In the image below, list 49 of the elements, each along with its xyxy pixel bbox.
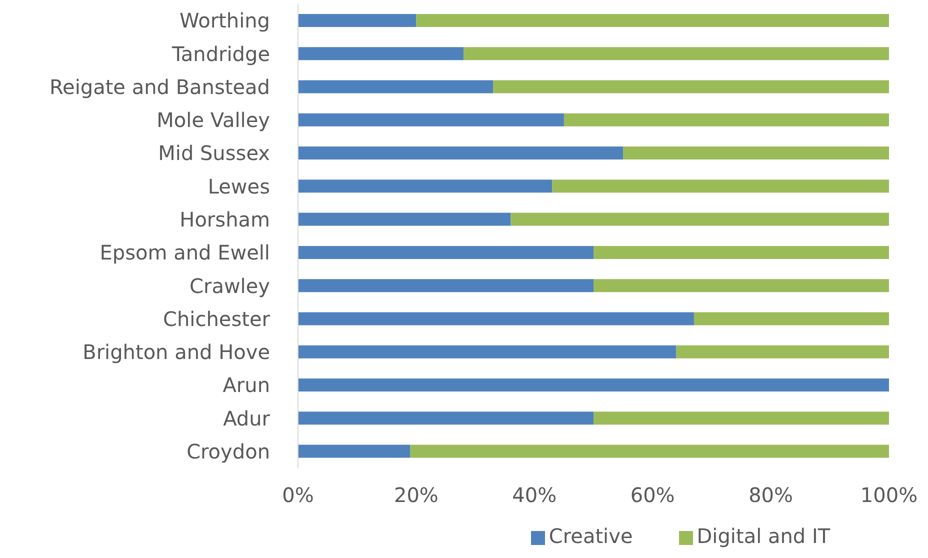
bar — [298, 444, 410, 458]
bar — [298, 146, 624, 160]
legend-label: Digital and IT — [696, 524, 830, 548]
bar — [298, 378, 889, 392]
y-tick-label: Brighton and Hove — [82, 340, 270, 364]
bar — [298, 279, 594, 292]
bar — [510, 212, 889, 226]
bar — [298, 312, 694, 326]
y-tick-label: Lewes — [208, 174, 270, 198]
bar — [410, 444, 889, 458]
x-tick-label: 100% — [860, 483, 918, 508]
bar — [564, 113, 889, 126]
bar — [298, 80, 494, 94]
x-tick-label: 60% — [630, 483, 675, 508]
y-tick-label: Epsom and Ewell — [100, 240, 270, 265]
y-tick-label: Adur — [223, 406, 271, 430]
bar — [416, 14, 889, 27]
x-tick-label: 80% — [748, 483, 794, 508]
bar — [552, 180, 889, 193]
y-tick-label: Tandridge — [170, 42, 270, 66]
bar — [463, 47, 889, 60]
x-tick-label: 20% — [394, 483, 438, 508]
x-tick-label: 40% — [512, 483, 557, 508]
bar — [298, 14, 416, 27]
y-tick-label: Mole Valley — [156, 108, 270, 132]
bar — [298, 180, 552, 193]
bar — [298, 345, 676, 358]
y-tick-label: Reigate and Banstead — [50, 74, 270, 99]
bar — [298, 412, 594, 425]
bar — [676, 345, 889, 358]
x-tick-label: 0% — [282, 483, 314, 508]
bar — [594, 279, 889, 292]
bar — [594, 246, 889, 259]
y-tick-label: Horsham — [180, 208, 270, 232]
bar — [298, 246, 594, 259]
bar — [694, 312, 889, 326]
y-tick-label: Worthing — [179, 8, 270, 33]
bar — [298, 113, 564, 126]
y-tick-label: Arun — [222, 373, 270, 398]
y-tick-label: Crawley — [190, 274, 270, 298]
bar — [298, 47, 464, 60]
bar — [623, 146, 889, 160]
bar — [493, 80, 889, 94]
bar — [594, 412, 889, 425]
y-tick-label: Croydon — [186, 440, 270, 464]
y-tick-label: Chichester — [163, 306, 271, 331]
legend-label: Creative — [548, 524, 633, 548]
bar — [298, 212, 511, 226]
y-tick-label: Mid Sussex — [158, 141, 270, 166]
